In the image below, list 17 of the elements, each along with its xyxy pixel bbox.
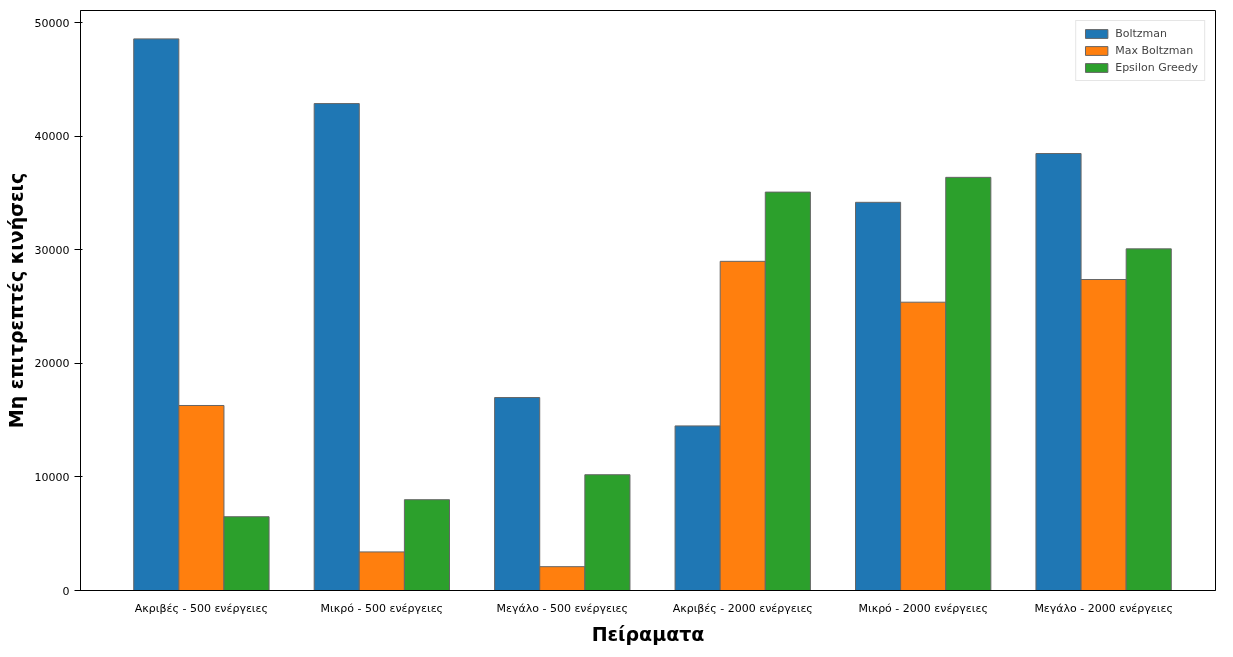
legend-label: Boltzman [1115, 27, 1168, 40]
y-tick-label: 0 [62, 584, 70, 598]
x-tick-label: Μεγάλο - 500 ενέργειες [496, 601, 629, 615]
y-tick-label: 10000 [34, 471, 70, 484]
legend-label: Max Boltzman [1115, 44, 1194, 57]
legend-label: Epsilon Greedy [1115, 61, 1198, 74]
x-tick-label: Μεγάλο - 2000 ενέργειες [1034, 601, 1173, 615]
x-tick-label: Μικρό - 2000 ενέργειες [858, 601, 988, 615]
y-tick-label: 50000 [34, 16, 70, 30]
y-tick-label: 40000 [34, 130, 70, 144]
x-axis-title: Πείραματα [591, 622, 705, 645]
y-tick-label: 20000 [34, 357, 70, 371]
y-tick-label: 30000 [34, 243, 70, 257]
x-tick-label: Ακριβές - 500 ενέργειες [134, 601, 268, 615]
x-tick-label: Μικρό - 500 ενέργειες [320, 601, 444, 615]
y-axis-title: Μη επιτρεπτές κινήσεις [4, 172, 27, 429]
x-tick-label: Ακριβές - 2000 ενέργειες [672, 601, 813, 615]
